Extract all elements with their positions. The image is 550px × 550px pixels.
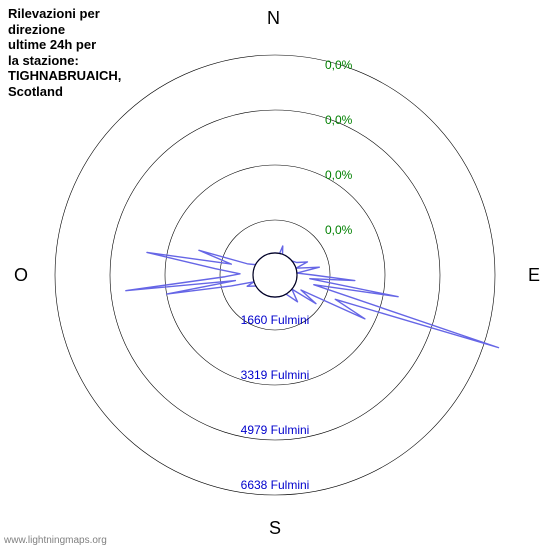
ring-label-upper: 0,0%	[325, 113, 353, 127]
ring-label-lower: 4979 Fulmini	[241, 423, 310, 437]
compass-n: N	[267, 8, 280, 29]
ring-label-upper: 0,0%	[325, 168, 353, 182]
ring-label-lower: 3319 Fulmini	[241, 368, 310, 382]
center-hole	[253, 253, 297, 297]
rose-polygon	[126, 246, 499, 348]
ring-label-lower: 6638 Fulmini	[241, 478, 310, 492]
compass-w: O	[14, 265, 28, 286]
ring-label-lower: 1660 Fulmini	[241, 313, 310, 327]
compass-s: S	[269, 518, 281, 539]
ring-label-upper: 0,0%	[325, 58, 353, 72]
compass-e: E	[528, 265, 540, 286]
chart-title: Rilevazioni per direzione ultime 24h per…	[8, 6, 121, 100]
ring-label-upper: 0,0%	[325, 223, 353, 237]
footer-credit: www.lightningmaps.org	[4, 535, 107, 546]
